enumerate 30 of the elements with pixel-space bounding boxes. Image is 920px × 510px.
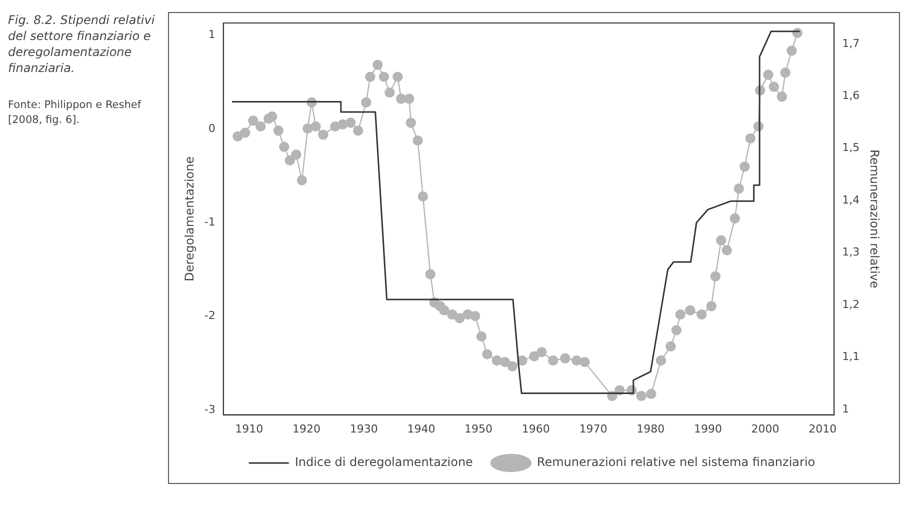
x-tick-label: 1910 [235,422,264,436]
x-tick-label: 1930 [350,422,378,436]
x-tick-label: 1990 [694,422,722,436]
x-tick-label: 1960 [522,422,550,436]
y2-tick-label: 1,3 [842,246,860,259]
legend-label: Remunerazioni relative nel sistema finanziario [536,455,816,470]
y-axis-title: Deregolamentazione [182,156,196,282]
y2-tick-label: 1 [842,402,850,416]
x-tick-label: 1920 [292,422,321,436]
legend-label: Indice di deregolamentazione [294,455,473,470]
y-tick-label: -3 [204,402,216,416]
x-tick-label: 1940 [407,422,436,436]
y2-tick-label: 1,2 [842,298,860,311]
y2-tick-label: 1,1 [842,350,860,364]
y2-tick-label: 1,5 [842,141,860,154]
x-tick-label: 1970 [579,422,608,436]
y2-tick-label: 1,6 [842,88,860,102]
y-tick-label: -1 [204,216,216,229]
y2-tick-label: 1,4 [842,193,860,206]
source-note: Fonte: Philippon e Reshef [2008, fig. 6]. [8,98,142,128]
y2-axis-title: Remunerazioni relative [868,150,882,288]
x-tick-label: 2000 [751,422,780,436]
y-tick-label: 0 [208,122,216,135]
x-tick-label: 1980 [636,422,665,436]
text: Fig. 8.2. Stipendi relativi del settore finanziario e deregolamentazione finanziaria. [8,12,156,76]
y-tick-label: 1 [208,28,216,42]
y-tick-label: -2 [204,309,216,322]
x-tick-label: 1950 [464,422,493,436]
x-tick-label: 2010 [808,422,837,436]
y2-tick-label: 1,7 [842,36,860,50]
